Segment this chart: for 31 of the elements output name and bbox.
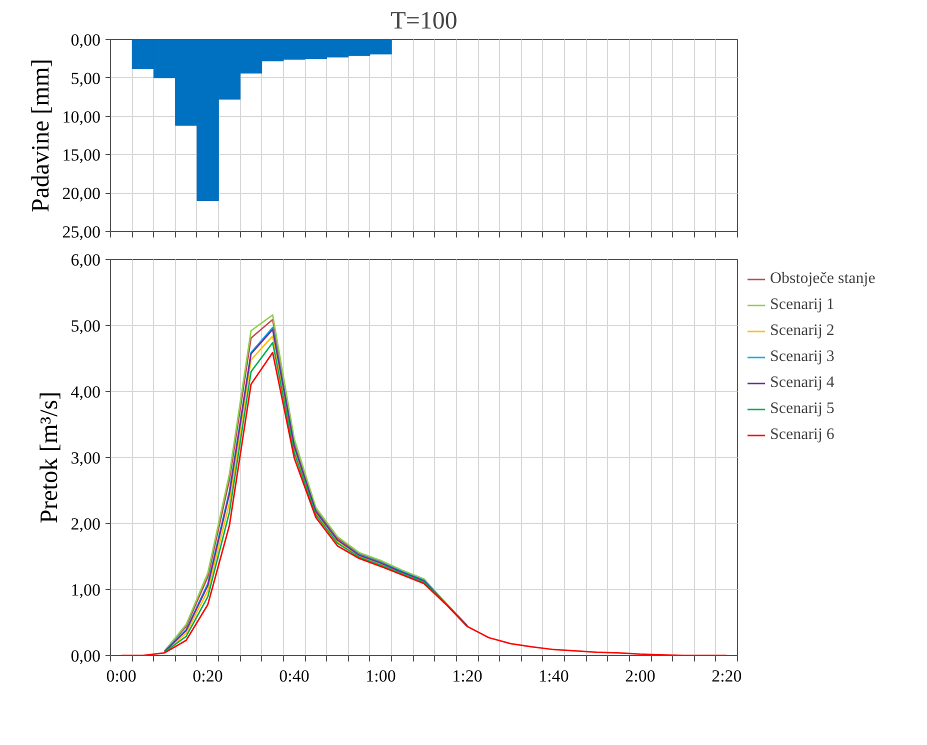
legend-label: Obstoječe stanje (770, 269, 876, 289)
y-tick-label: 1,00 (70, 580, 100, 600)
legend-label: Scenarij 2 (770, 321, 836, 341)
y-tick-label: 0,00 (70, 646, 100, 666)
legend-label: Scenarij 1 (770, 295, 836, 315)
y-axis-title: Padavine [mm] (27, 58, 54, 212)
y-tick-label: 3,00 (70, 448, 100, 468)
x-tick-label: 0:00 (106, 666, 136, 686)
y-tick-label: 4,00 (70, 382, 100, 402)
y-tick-label: 5,00 (70, 316, 100, 336)
x-tick-label: 1:00 (366, 666, 396, 686)
y-tick-label: 5,00 (70, 68, 100, 88)
x-tick-label: 2:20 (712, 666, 742, 686)
y-tick-label: 15,00 (62, 146, 100, 165)
legend-label: Scenarij 5 (770, 399, 836, 419)
y-axis-title: Pretok [m³/s] (36, 392, 63, 524)
chart-title: T=100 (390, 8, 458, 34)
y-tick-label: 25,00 (62, 222, 100, 242)
legend-label: Scenarij 3 (770, 347, 836, 367)
y-tick-label: 0,00 (70, 30, 100, 50)
legend-label: Scenarij 6 (770, 425, 836, 445)
y-tick-label: 2,00 (70, 514, 100, 534)
x-tick-label: 1:20 (452, 666, 482, 686)
x-tick-label: 0:40 (279, 666, 310, 686)
y-tick-label: 20,00 (62, 184, 100, 204)
legend-label: Scenarij 4 (770, 373, 836, 393)
y-tick-label: 10,00 (62, 107, 100, 126)
y-tick-label: 6,00 (70, 250, 100, 270)
x-tick-label: 1:40 (538, 666, 569, 686)
x-tick-label: 2:00 (625, 666, 656, 686)
x-tick-label: 0:20 (192, 666, 223, 686)
